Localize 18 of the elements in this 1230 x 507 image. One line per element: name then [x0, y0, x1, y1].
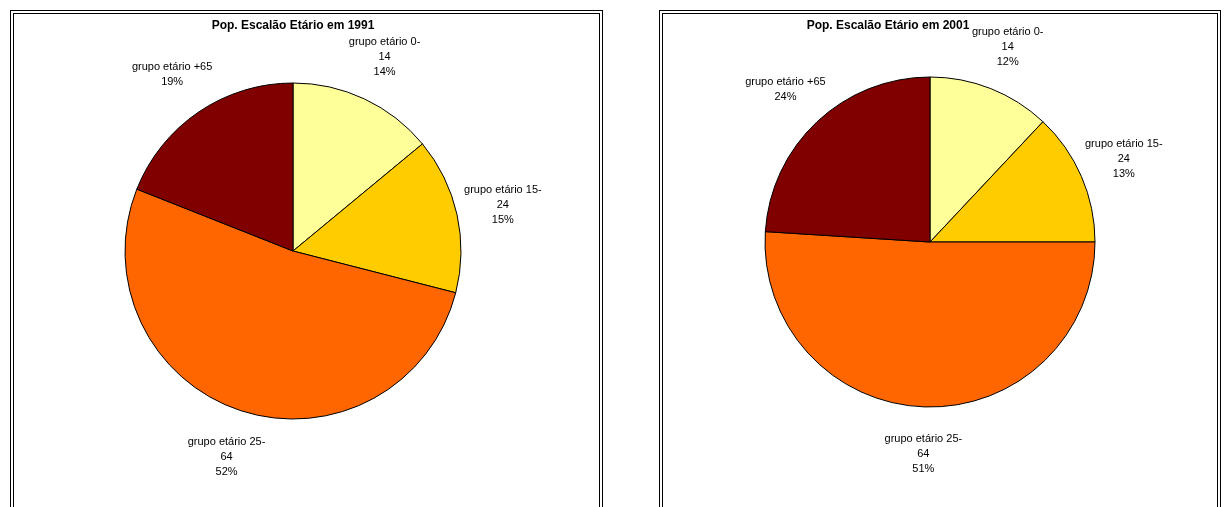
- slice-label: grupo etário 0-14: [971, 24, 1044, 52]
- data-label: 19%: [161, 74, 184, 87]
- slice-label: grupo etário 25-64: [187, 434, 266, 462]
- data-label: 52%: [215, 464, 238, 477]
- chart-title: Pop. Escalão Etário em 1991: [211, 18, 375, 32]
- slice-label: grupo etário +65: [131, 59, 213, 72]
- slice-label: grupo etário 15-24: [464, 183, 543, 211]
- slice-label: grupo etário 25-64: [884, 432, 963, 460]
- data-label: 24%: [774, 89, 797, 102]
- data-label: 12%: [996, 54, 1019, 67]
- slice-label: grupo etário +65: [745, 74, 826, 87]
- slice-label: grupo etário 15-24: [1084, 137, 1163, 165]
- data-label: 15%: [491, 213, 515, 226]
- data-label: 51%: [912, 462, 935, 475]
- chart-title: Pop. Escalão Etário em 2001: [806, 18, 970, 32]
- data-label: 13%: [1112, 167, 1136, 180]
- slice-label: grupo etário 0-14: [348, 35, 421, 63]
- data-label: 14%: [373, 65, 396, 78]
